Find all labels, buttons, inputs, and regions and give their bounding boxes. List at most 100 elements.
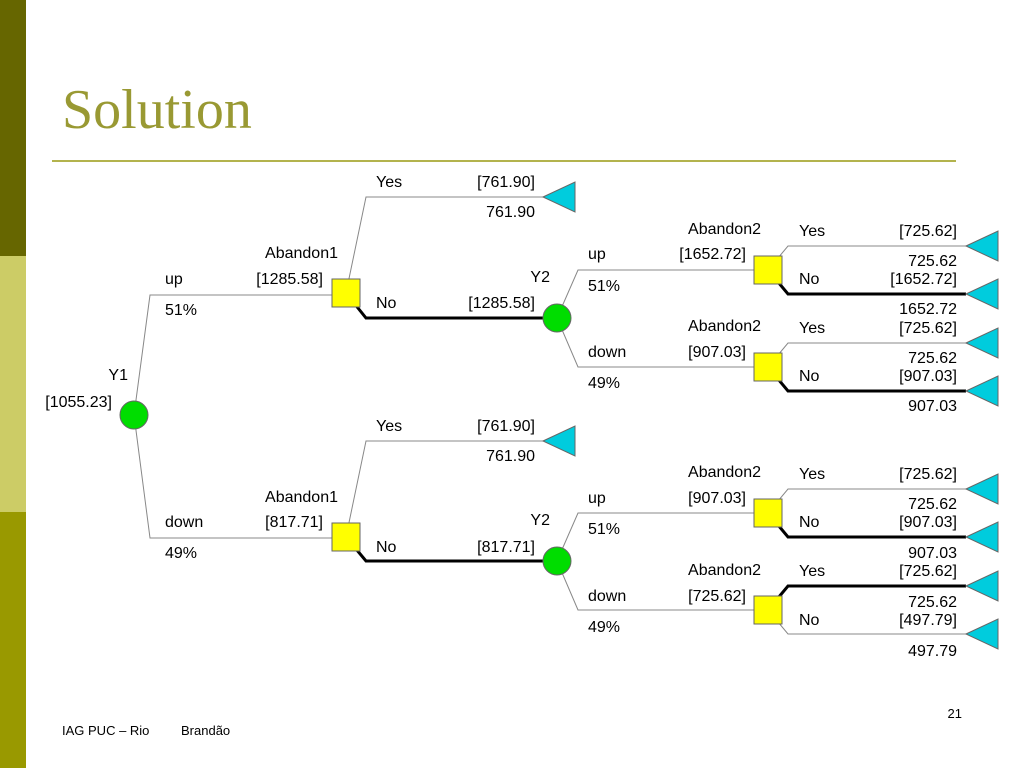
- branch-label: Yes: [376, 418, 402, 435]
- branch-value: [1285.58]: [468, 295, 535, 312]
- terminal-node-icon: [964, 473, 999, 505]
- node-value: [1055.23]: [45, 394, 112, 411]
- payoff-value: 497.79: [908, 643, 957, 660]
- branch-value: [817.71]: [477, 539, 535, 556]
- payoff-value: 725.62: [908, 253, 957, 270]
- y1-chance-node-group: Y1 [1055.23]: [45, 294, 333, 539]
- branch-label: up: [588, 246, 606, 263]
- branch-label: No: [376, 295, 397, 312]
- chance-node-icon: [119, 400, 149, 430]
- branch-probability: 49%: [588, 619, 620, 636]
- decision-node-icon: [753, 352, 783, 382]
- node-label: Y2: [530, 512, 550, 529]
- branch-probability: 49%: [165, 545, 197, 562]
- chance-node-icon: [542, 546, 572, 576]
- decision-node-icon: [753, 498, 783, 528]
- branch-label: down: [588, 588, 626, 605]
- footer-source: IAG PUC – Rio: [62, 723, 150, 738]
- decision-label: Abandon1: [265, 245, 338, 262]
- branch-value: [725.62]: [899, 563, 957, 580]
- branch-line: [556, 317, 755, 368]
- page-number: 21: [947, 706, 962, 721]
- branch-label: Yes: [799, 223, 825, 240]
- branch-value: [725.62]: [899, 223, 957, 240]
- terminal-node-icon: [964, 570, 999, 602]
- payoff-value: 725.62: [908, 496, 957, 513]
- branch-label: No: [376, 539, 397, 556]
- payoff-value: 1652.72: [899, 301, 957, 318]
- payoff-value: 907.03: [908, 398, 957, 415]
- branch-value: [725.62]: [688, 588, 746, 605]
- branch-value: [1285.58]: [256, 271, 323, 288]
- payoff-value: 725.62: [908, 350, 957, 367]
- payoff-value: 907.03: [908, 545, 957, 562]
- branch-label: Yes: [799, 466, 825, 483]
- side-bar-dark: [0, 0, 26, 256]
- decision-node-icon: [331, 278, 361, 308]
- branch-label: No: [799, 514, 820, 531]
- branch-value: [907.03]: [899, 368, 957, 385]
- branch-line: [556, 512, 755, 562]
- footer-author: Brandão: [181, 723, 231, 738]
- branch-value: [497.79]: [899, 612, 957, 629]
- branch-label: Yes: [799, 320, 825, 337]
- branch-probability: 49%: [588, 375, 620, 392]
- branch-value: [907.03]: [688, 490, 746, 507]
- title-rule: [52, 160, 956, 162]
- branch-probability: 51%: [588, 278, 620, 295]
- y1-up-branch: up [1285.58] 51% Abandon1 Yes [761.90] 7…: [165, 174, 999, 415]
- branch-value: [1652.72]: [679, 246, 746, 263]
- branch-line: [133, 414, 333, 539]
- decision-label: Abandon1: [265, 489, 338, 506]
- branch-label: up: [165, 271, 183, 288]
- branch-probability: 51%: [165, 302, 197, 319]
- terminal-node-icon: [964, 278, 999, 310]
- decision-label: Abandon2: [688, 221, 761, 238]
- terminal-node-icon: [964, 618, 999, 650]
- branch-value: [761.90]: [477, 418, 535, 435]
- y1-down-branch: down [817.71] 49% Abandon1 Yes [761.90] …: [165, 418, 999, 660]
- terminal-node-icon: [964, 375, 999, 407]
- branch-value: [761.90]: [477, 174, 535, 191]
- node-label: Y1: [108, 367, 128, 384]
- payoff-value: 725.62: [908, 594, 957, 611]
- branch-label: up: [588, 490, 606, 507]
- decision-node-icon: [753, 595, 783, 625]
- branch-line: [133, 294, 333, 416]
- chance-node-icon: [542, 303, 572, 333]
- branch-label: Yes: [376, 174, 402, 191]
- branch-probability: 51%: [588, 521, 620, 538]
- branch-label: down: [588, 344, 626, 361]
- branch-label: No: [799, 612, 820, 629]
- branch-value: [817.71]: [265, 514, 323, 531]
- terminal-node-icon: [964, 521, 999, 553]
- terminal-node-icon: [964, 230, 999, 262]
- side-bar-mid: [0, 512, 26, 768]
- branch-label: Yes: [799, 563, 825, 580]
- branch-line: [345, 196, 543, 294]
- branch-value: [725.62]: [899, 320, 957, 337]
- decision-label: Abandon2: [688, 318, 761, 335]
- terminal-node-icon: [964, 327, 999, 359]
- branch-value: [725.62]: [899, 466, 957, 483]
- side-bar-light: [0, 256, 26, 512]
- branch-value: [1652.72]: [890, 271, 957, 288]
- decision-node-icon: [753, 255, 783, 285]
- node-label: Y2: [530, 269, 550, 286]
- branch-label: down: [165, 514, 203, 531]
- branch-line: [345, 440, 543, 538]
- decision-label: Abandon2: [688, 562, 761, 579]
- branch-label: No: [799, 368, 820, 385]
- terminal-node-icon: [541, 181, 576, 213]
- branch-line: [556, 269, 755, 319]
- decision-node-icon: [331, 522, 361, 552]
- payoff-value: 761.90: [486, 204, 535, 221]
- payoff-value: 761.90: [486, 448, 535, 465]
- branch-value: [907.03]: [688, 344, 746, 361]
- slide-title: Solution: [62, 79, 252, 141]
- branch-line: [556, 560, 755, 611]
- terminal-node-icon: [541, 425, 576, 457]
- branch-label: No: [799, 271, 820, 288]
- branch-value: [907.03]: [899, 514, 957, 531]
